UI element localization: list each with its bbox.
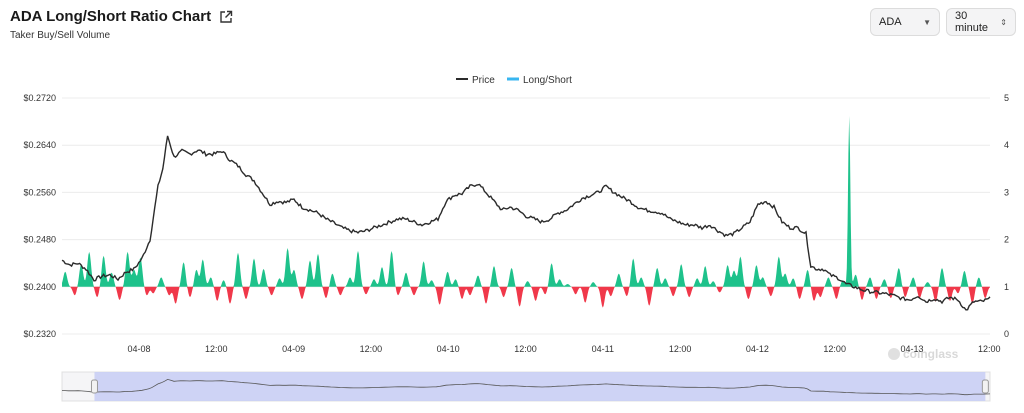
legend: Price Long/Short [456,75,572,86]
navigator-track [61,371,991,402]
page-subtitle: Taker Buy/Sell Volume [10,30,111,41]
ratio-area [62,115,990,308]
up-down-chevron-icon: ⇕ [1000,17,1007,27]
title-row: ADA Long/Short Ratio Chart [10,8,233,25]
y-left-tick-label: $0.2400 [23,282,56,292]
interval-select-value: 30 minute [955,10,989,34]
y-axis-left: $0.2720 $0.2640 $0.2560 $0.2480 $0.2400 $0.23… [23,93,56,339]
interval-select[interactable]: 30 minute ⇕ [946,8,1016,36]
navigator-handle-right[interactable] [981,379,989,394]
x-tick-label: 04-11 [592,344,614,354]
y-right-tick-label: 2 [1004,235,1009,245]
x-tick-label: 04-13 [900,344,923,354]
y-right-tick-label: 0 [1004,329,1009,339]
coin-select[interactable]: ADA ▼ [870,8,940,36]
y-left-tick-label: $0.2640 [23,140,56,150]
watermark: coinglass [888,347,959,361]
x-axis: 04-08 12:00 04-09 12:00 04-10 12:00 04-11 12:00… [127,344,1000,354]
y-axis-right: 5 4 3 2 1 0 [1004,93,1009,339]
navigator-price-line [61,378,991,396]
x-tick-label: 04-10 [437,344,460,354]
x-tick-label: 12:00 [823,344,846,354]
x-tick-label: 04-12 [746,344,769,354]
x-tick-label: 12:00 [514,344,537,354]
y-right-tick-label: 1 [1004,282,1009,292]
coinglass-logo-icon [888,348,900,360]
external-link-icon[interactable] [219,10,233,24]
y-right-tick-label: 3 [1004,187,1009,197]
legend-long-short-label: Long/Short [523,75,572,86]
short-area [62,286,990,308]
y-left-tick-label: $0.2720 [23,93,56,103]
y-right-tick-label: 4 [1004,140,1009,150]
y-left-tick-label: $0.2480 [23,235,56,245]
grid [62,97,990,335]
navigator[interactable] [61,371,991,402]
x-tick-label: 04-08 [127,344,150,354]
y-right-tick-label: 5 [1004,93,1009,103]
price-line [61,135,991,311]
long-area [62,115,990,287]
legend-price-label: Price [472,75,495,86]
watermark-text: coinglass [903,347,959,361]
x-tick-label: 12:00 [978,344,1001,354]
x-tick-label: 12:00 [669,344,692,354]
y-left-tick-label: $0.2560 [23,187,56,197]
coin-select-value: ADA [879,16,902,28]
chevron-down-icon: ▼ [923,17,931,27]
page-title: ADA Long/Short Ratio Chart [10,8,212,25]
x-tick-label: 12:00 [205,344,228,354]
x-tick-label: 04-09 [282,344,305,354]
x-tick-label: 12:00 [360,344,383,354]
navigator-handle-left[interactable] [90,379,98,394]
y-left-tick-label: $0.2320 [23,329,56,339]
navigator-selection [94,372,986,401]
